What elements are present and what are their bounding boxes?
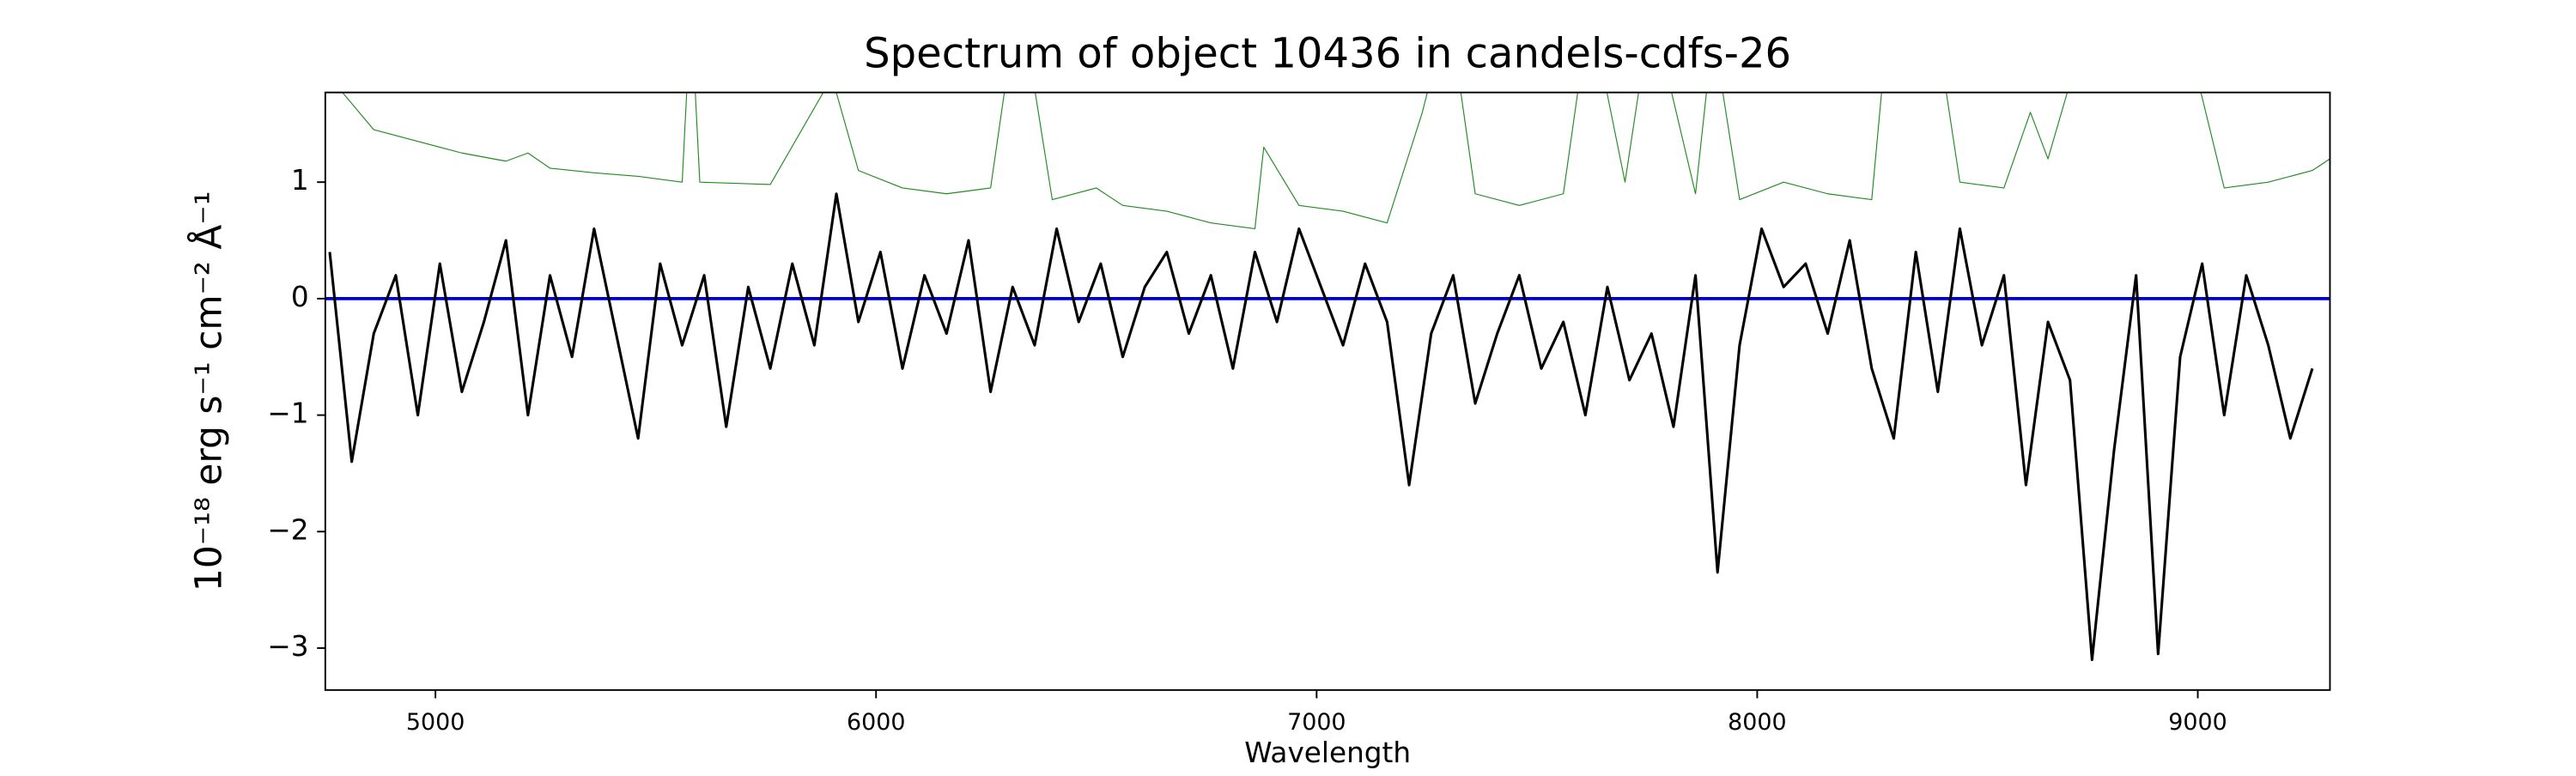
y-tick-label: −3 xyxy=(267,630,308,663)
y-axis-label: 10⁻¹⁸ erg s⁻¹ cm⁻² Å⁻¹ xyxy=(187,191,230,591)
x-tick-label: 6000 xyxy=(847,709,905,736)
x-axis-label: Wavelength xyxy=(1244,737,1411,769)
chart-title: Spectrum of object 10436 in candels-cdfs… xyxy=(864,29,1791,77)
plot-area xyxy=(325,92,2330,662)
y-tick-label: 0 xyxy=(291,281,309,313)
y-tick-label: 1 xyxy=(291,164,309,197)
x-tick-label: 8000 xyxy=(1728,709,1786,736)
x-tick-label: 9000 xyxy=(2168,709,2227,736)
y-tick-label: −2 xyxy=(267,513,308,546)
plot-frame xyxy=(324,91,2331,691)
y-tick-label: −1 xyxy=(267,397,308,430)
x-tick-label: 7000 xyxy=(1287,709,1346,736)
spectrum-line xyxy=(342,92,2330,230)
x-tick-label: 5000 xyxy=(406,709,465,736)
spectrum-line xyxy=(328,192,2314,662)
